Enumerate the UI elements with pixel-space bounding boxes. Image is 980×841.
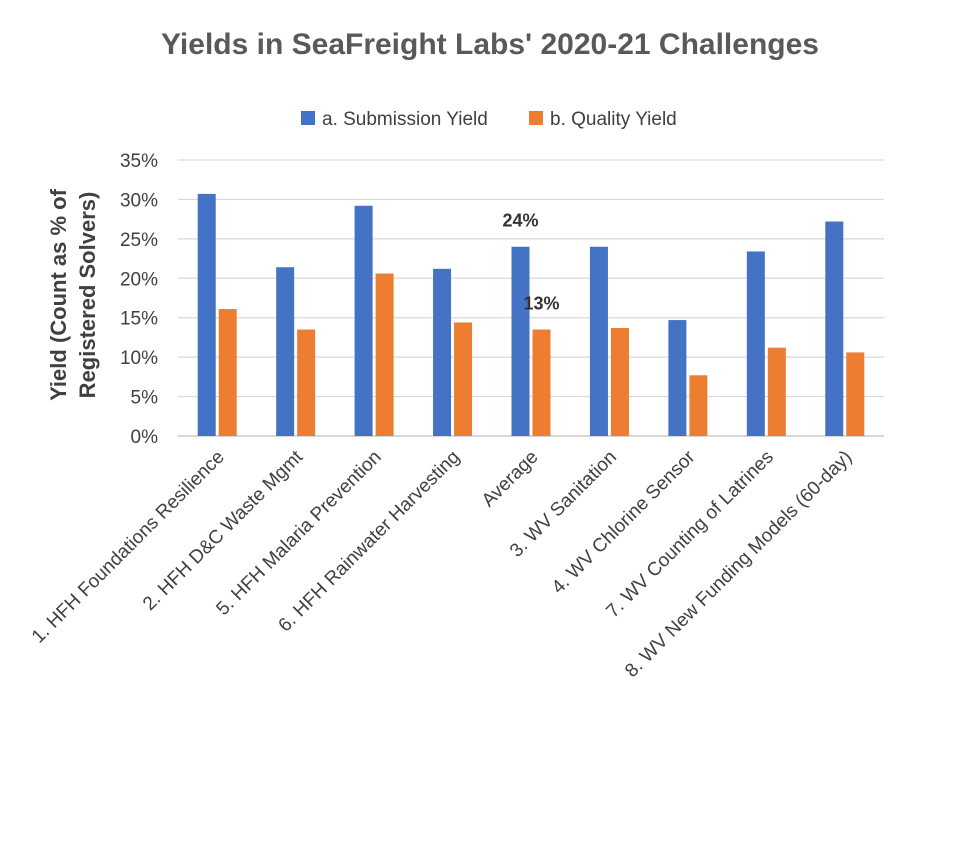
bars <box>197 193 865 436</box>
bar-quality-yield <box>846 352 865 436</box>
bar-submission-yield <box>746 251 765 436</box>
data-labels: 24% 13% <box>502 211 559 314</box>
chart-title: Yields in SeaFreight Labs' 2020-21 Chall… <box>161 28 819 61</box>
y-tick-label: 30% <box>120 190 158 211</box>
legend-swatch-quality <box>529 111 543 125</box>
legend-label-quality: b. Quality Yield <box>550 109 677 130</box>
bar-submission-yield <box>825 221 844 436</box>
gridlines <box>178 159 884 437</box>
bar-submission-yield <box>668 320 687 436</box>
x-tick-label: Average <box>478 447 543 512</box>
y-tick-label: 35% <box>120 151 158 172</box>
bar-quality-yield <box>610 327 629 436</box>
x-tick-label: 2. HFH D&C Waste Mgmt <box>139 446 308 615</box>
bar-quality-yield <box>767 347 786 436</box>
y-tick-label: 5% <box>131 388 159 409</box>
y-axis-title-line-1: Yield (Count as % of <box>46 188 71 401</box>
legend-swatch-submission <box>301 111 315 125</box>
bar-quality-yield <box>532 329 551 436</box>
y-axis-ticks: 0% 5% 10% 15% 20% 25% 30% 35% <box>120 151 158 448</box>
x-tick-label: 7. WV Counting of Latrines <box>602 447 777 622</box>
bar-quality-yield <box>218 309 237 436</box>
y-tick-label: 25% <box>120 230 158 251</box>
bar-quality-yield <box>689 375 708 436</box>
y-tick-label: 15% <box>120 309 158 330</box>
bar-quality-yield <box>297 329 316 436</box>
y-axis-title: Yield (Count as % of Registered Solvers) <box>46 188 100 401</box>
x-tick-label: 5. HFH Malaria Prevention <box>212 447 385 620</box>
bar-submission-yield <box>589 246 608 436</box>
bar-submission-yield <box>197 193 216 436</box>
bar-submission-yield <box>511 246 530 436</box>
y-axis-title-line-2: Registered Solvers) <box>75 192 100 399</box>
legend: a. Submission Yield b. Quality Yield <box>301 109 677 130</box>
data-label: 24% <box>502 211 538 231</box>
bar-submission-yield <box>276 267 295 436</box>
x-tick-label: 4. WV Chlorine Sensor <box>548 446 700 598</box>
y-tick-label: 20% <box>120 269 158 290</box>
data-label: 13% <box>523 294 559 314</box>
y-tick-label: 0% <box>131 427 159 448</box>
legend-label-submission: a. Submission Yield <box>322 109 488 130</box>
bar-submission-yield <box>354 205 373 436</box>
bar-quality-yield <box>375 273 394 436</box>
y-tick-label: 10% <box>120 348 158 369</box>
bar-quality-yield <box>454 322 473 436</box>
bar-submission-yield <box>433 268 452 436</box>
